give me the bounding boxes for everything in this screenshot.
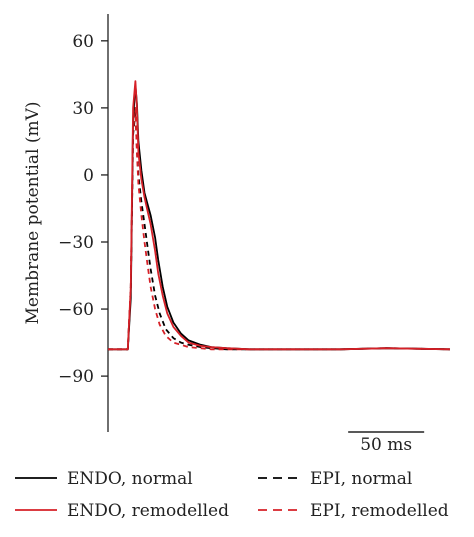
series-line-endo-remodelled bbox=[108, 80, 451, 351]
legend-label: EPI, remodelled bbox=[310, 501, 449, 521]
legend-item: EPI, normal bbox=[258, 469, 412, 489]
y-tick-label: 60 bbox=[72, 32, 94, 52]
series-line-endo-normal bbox=[108, 84, 451, 351]
legend-item: EPI, remodelled bbox=[258, 501, 449, 521]
y-tick-label: −60 bbox=[58, 300, 94, 320]
legend-label: ENDO, remodelled bbox=[67, 501, 229, 521]
y-tick-label: 0 bbox=[83, 166, 94, 186]
legend-item: ENDO, normal bbox=[15, 469, 193, 489]
y-tick-label: 30 bbox=[72, 99, 94, 119]
series-line-epi-normal bbox=[108, 111, 451, 351]
legend-label: EPI, normal bbox=[310, 469, 412, 489]
legend-label: ENDO, normal bbox=[67, 469, 193, 489]
y-tick-label: −30 bbox=[58, 233, 94, 253]
scale-bar-label: 50 ms bbox=[360, 435, 412, 455]
scale-bar: 50 ms bbox=[348, 431, 425, 455]
y-ticks: 60 30 0 −30 −60 −90 bbox=[58, 32, 108, 387]
legend: ENDO, normal ENDO, remodelled EPI, normal E… bbox=[15, 469, 449, 521]
y-axis-title: Membrane potential (mV) bbox=[23, 101, 43, 324]
legend-item: ENDO, remodelled bbox=[15, 501, 229, 521]
plot-lines bbox=[108, 80, 451, 351]
y-tick-label: −90 bbox=[58, 367, 94, 387]
